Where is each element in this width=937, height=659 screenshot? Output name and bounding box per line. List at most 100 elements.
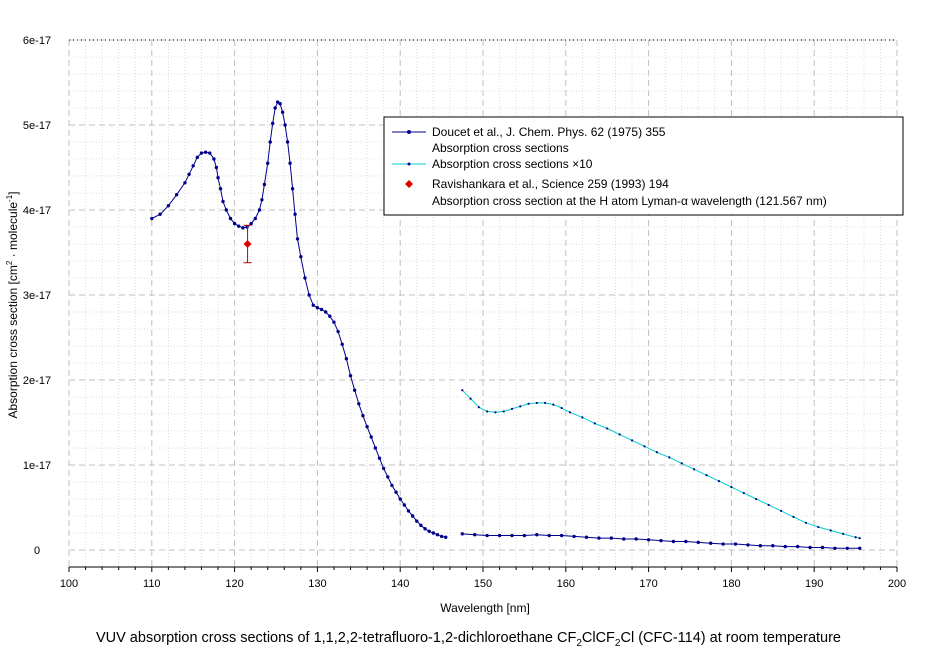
data-point	[332, 320, 336, 324]
data-point	[352, 388, 357, 392]
data-point	[609, 536, 614, 540]
data-point	[858, 537, 861, 540]
data-point	[288, 161, 292, 165]
data-point	[568, 411, 572, 414]
data-point	[705, 474, 708, 477]
y-axis-label: Absorption cross section [cm2 · molecule…	[5, 191, 20, 418]
legend-marker-series-2	[407, 162, 411, 166]
y-axis-label-main: Absorption cross section [cm	[6, 265, 20, 418]
data-point	[283, 123, 287, 127]
series-line-1	[151, 101, 446, 538]
data-point	[410, 514, 415, 518]
data-point	[581, 416, 584, 419]
data-point	[275, 100, 280, 104]
data-point	[519, 405, 522, 408]
data-point	[817, 525, 820, 529]
x-tick-label: 200	[888, 578, 906, 590]
legend-entry-3-line2-b: wavelength (121.567 nm)	[688, 194, 827, 208]
data-point	[684, 539, 688, 544]
data-point	[767, 503, 770, 507]
data-point	[527, 402, 530, 405]
data-point	[804, 521, 808, 524]
data-point	[696, 540, 700, 545]
data-point	[643, 445, 646, 448]
data-point	[618, 433, 621, 436]
legend-marker-series-3	[405, 180, 413, 188]
legend-entry-3-line1: Ravishankara et al., Science 259 (1993) …	[432, 177, 669, 191]
series-line-3	[461, 389, 860, 539]
x-tick-label: 180	[722, 578, 740, 590]
data-point	[268, 140, 272, 144]
data-point	[212, 157, 216, 161]
data-point	[174, 193, 179, 197]
data-point	[758, 544, 763, 548]
data-point	[829, 529, 832, 532]
data-point	[357, 402, 361, 406]
y-axis-ticks: 0 1e-17 2e-17 3e-17 4e-17 5e-17 6e-17	[23, 35, 51, 557]
data-point	[486, 410, 489, 413]
data-point	[535, 401, 538, 405]
data-point	[606, 427, 609, 430]
y-axis-label-mid: · molecule	[6, 202, 20, 261]
data-point	[842, 532, 845, 535]
data-point	[771, 544, 775, 548]
legend: Doucet et al., J. Chem. Phys. 62 (1975) …	[383, 116, 904, 216]
x-tick-label: 130	[308, 578, 326, 590]
legend-entry-3-line2: Absorption cross section at the H atom L…	[432, 194, 827, 208]
data-point	[693, 468, 696, 471]
x-tick-label: 120	[225, 578, 243, 590]
x-axis-ticks: 100 110 120 130 140 150 160 170 180 190 200	[60, 567, 906, 590]
data-point	[444, 535, 448, 539]
data-point	[208, 151, 212, 155]
legend-box	[383, 116, 904, 216]
data-point	[245, 225, 249, 229]
data-point	[572, 534, 576, 539]
data-point	[266, 161, 270, 165]
data-point	[522, 533, 527, 538]
data-point	[218, 187, 223, 191]
data-point	[203, 150, 208, 154]
data-point	[552, 403, 555, 406]
data-point	[221, 199, 225, 204]
y-tick-label: 6e-17	[23, 35, 51, 47]
data-point	[431, 531, 436, 535]
caption-part2: ClCF	[581, 630, 615, 646]
series-layer	[150, 100, 862, 550]
x-axis-label: Wavelength [nm]	[440, 601, 530, 615]
data-point	[381, 466, 386, 471]
data-point	[415, 519, 419, 523]
data-point	[671, 539, 676, 544]
legend-entry-3-line2-a: Absorption cross section at the H atom L…	[432, 194, 681, 208]
data-point	[253, 216, 257, 221]
data-point	[199, 151, 204, 155]
data-point	[820, 545, 825, 550]
data-point	[195, 155, 200, 159]
data-point	[406, 509, 411, 513]
data-point	[560, 406, 563, 410]
data-point	[365, 425, 369, 429]
data-point	[730, 486, 733, 489]
data-point	[547, 533, 551, 538]
data-point	[655, 451, 658, 454]
data-point	[510, 533, 514, 538]
data-point	[597, 536, 601, 540]
data-point	[423, 527, 427, 531]
data-point-diamond	[243, 240, 252, 248]
data-point	[808, 545, 812, 550]
legend-entry-1-line1: Doucet et al., J. Chem. Phys. 62 (1975) …	[432, 125, 666, 139]
data-point	[319, 307, 324, 312]
data-point	[779, 509, 783, 512]
data-point	[323, 310, 328, 314]
data-point	[473, 533, 477, 537]
data-point	[344, 357, 349, 361]
data-point	[593, 422, 596, 425]
legend-entry-1-line2: Absorption cross sections	[432, 141, 569, 155]
data-point	[273, 106, 277, 110]
caption-part3: Cl (CFC-114) at room temperature	[620, 630, 842, 646]
data-point	[340, 342, 344, 346]
data-point	[187, 172, 191, 176]
data-point	[717, 480, 721, 483]
y-tick-label: 5e-17	[23, 120, 51, 132]
data-point	[477, 406, 480, 409]
